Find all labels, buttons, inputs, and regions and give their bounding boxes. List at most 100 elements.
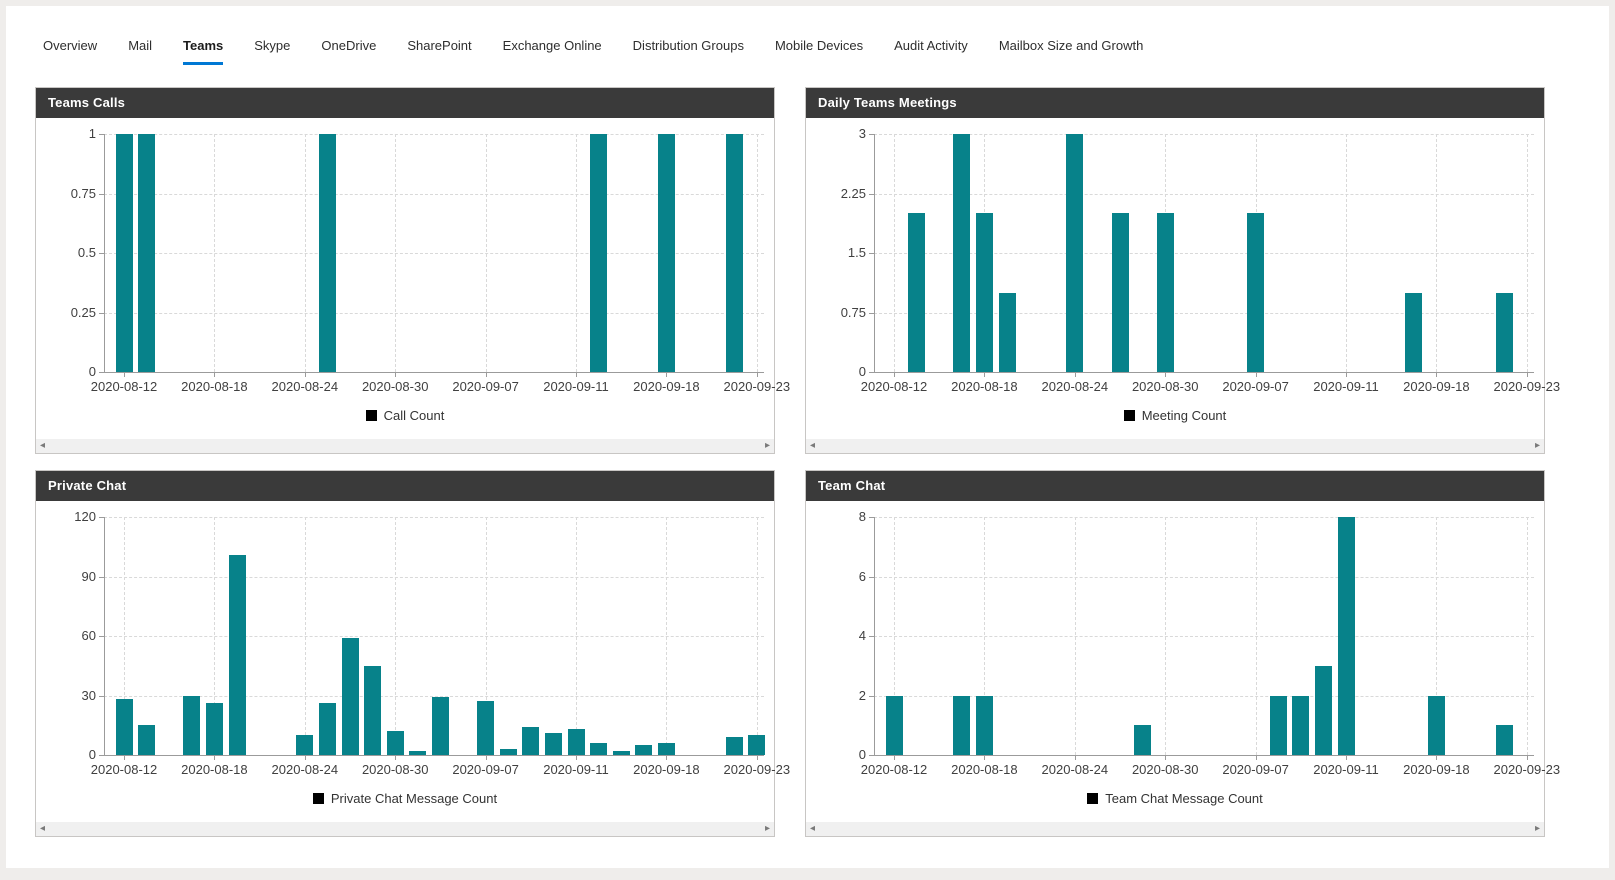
bar[interactable]: [725, 737, 743, 755]
legend-label: Call Count: [383, 408, 445, 423]
x-tick-label: 2020-08-24: [271, 762, 339, 777]
gridline-vertical: [395, 517, 397, 755]
bar[interactable]: [228, 554, 246, 755]
bar[interactable]: [138, 134, 156, 372]
bar[interactable]: [1495, 725, 1513, 755]
scroll-right-icon[interactable]: ▸: [1534, 440, 1540, 451]
y-tick-mark: [869, 695, 874, 697]
tab-mobile-devices[interactable]: Mobile Devices: [774, 38, 864, 53]
y-tick-label: 3: [858, 126, 866, 141]
bar[interactable]: [590, 134, 608, 372]
bar[interactable]: [590, 743, 608, 755]
gridline-vertical: [214, 517, 216, 755]
x-tick-label: 2020-08-30: [1131, 379, 1199, 394]
bar[interactable]: [885, 695, 903, 755]
bar[interactable]: [908, 213, 926, 372]
tab-sharepoint[interactable]: SharePoint: [407, 38, 472, 53]
bar[interactable]: [205, 703, 223, 755]
bar[interactable]: [431, 697, 449, 755]
bar[interactable]: [409, 751, 427, 755]
bar[interactable]: [318, 703, 336, 755]
legend-swatch: [312, 793, 324, 804]
bar[interactable]: [138, 725, 156, 755]
bar[interactable]: [1292, 695, 1310, 755]
y-tick-label: 4: [858, 628, 866, 643]
bar[interactable]: [1066, 134, 1084, 372]
tab-teams[interactable]: Teams: [183, 38, 224, 65]
bar[interactable]: [477, 701, 495, 755]
scroll-left-icon[interactable]: ◂: [810, 823, 816, 834]
x-tick-mark: [1346, 755, 1347, 760]
bar[interactable]: [1156, 213, 1174, 372]
x-tick-mark: [1346, 372, 1347, 377]
bar[interactable]: [1247, 213, 1265, 372]
scroll-left-icon[interactable]: ◂: [40, 823, 46, 834]
h-scrollbar[interactable]: ◂ ▸: [36, 439, 774, 453]
scroll-left-icon[interactable]: ◂: [40, 440, 46, 451]
tab-exchange-online[interactable]: Exchange Online: [502, 38, 602, 53]
gridline-vertical: [894, 517, 895, 755]
tab-distribution-groups[interactable]: Distribution Groups: [632, 38, 744, 53]
x-tick-label: 2020-08-18: [181, 379, 248, 394]
tab-audit-activity[interactable]: Audit Activity: [894, 38, 968, 53]
bar[interactable]: [544, 733, 562, 755]
bar[interactable]: [657, 134, 675, 372]
bar[interactable]: [748, 735, 766, 755]
x-tick-label: 2020-08-12: [860, 379, 928, 394]
bar[interactable]: [975, 213, 993, 372]
scroll-left-icon[interactable]: ◂: [810, 440, 816, 451]
bar[interactable]: [998, 292, 1016, 372]
x-tick-mark: [756, 372, 758, 377]
bar[interactable]: [341, 637, 359, 755]
bar[interactable]: [1427, 695, 1445, 755]
chart-panel-teams-calls: Teams Calls 0 0.25 0.5 0.75 1 2020-08-12 2020-…: [35, 87, 790, 454]
bar[interactable]: [635, 745, 653, 755]
gridline-vertical: [485, 134, 487, 372]
bar[interactable]: [657, 743, 675, 755]
x-tick-mark: [1074, 372, 1076, 377]
bar[interactable]: [1111, 213, 1129, 372]
legend-swatch: [365, 410, 377, 421]
bar[interactable]: [296, 735, 314, 755]
bar[interactable]: [364, 665, 382, 755]
gridline-horizontal: [874, 636, 1534, 637]
bar[interactable]: [975, 695, 993, 755]
h-scrollbar[interactable]: ◂ ▸: [36, 822, 774, 836]
scroll-right-icon[interactable]: ▸: [1534, 823, 1540, 834]
x-tick-label: 2020-09-07: [1222, 762, 1289, 777]
bar[interactable]: [953, 695, 971, 755]
tab-mail[interactable]: Mail: [128, 38, 153, 53]
bar[interactable]: [1337, 517, 1355, 755]
report-page: Overview Mail Teams Skype OneDrive SharePoint…: [6, 6, 1609, 868]
scroll-right-icon[interactable]: ▸: [764, 823, 770, 834]
bar[interactable]: [1405, 292, 1423, 372]
tab-skype[interactable]: Skype: [254, 38, 291, 53]
tab-bar: Overview Mail Teams Skype OneDrive SharePoint…: [6, 6, 1609, 65]
x-tick-mark: [1436, 755, 1438, 760]
bar[interactable]: [318, 134, 336, 372]
y-tick-mark: [869, 312, 874, 314]
y-tick-label: 120: [74, 509, 96, 524]
h-scrollbar[interactable]: ◂ ▸: [806, 822, 1544, 836]
bar[interactable]: [499, 749, 517, 755]
tab-mailbox-size-and-growth[interactable]: Mailbox Size and Growth: [998, 38, 1144, 53]
scroll-right-icon[interactable]: ▸: [764, 440, 770, 451]
bar[interactable]: [522, 727, 540, 755]
chart-title: Team Chat: [806, 471, 1544, 501]
tab-overview[interactable]: Overview: [43, 38, 98, 53]
bar[interactable]: [183, 695, 201, 755]
bar[interactable]: [1269, 695, 1287, 755]
bar[interactable]: [1314, 665, 1332, 755]
bar[interactable]: [1495, 292, 1513, 372]
tab-onedrive[interactable]: OneDrive: [321, 38, 377, 53]
bar[interactable]: [567, 729, 585, 755]
h-scrollbar[interactable]: ◂ ▸: [806, 439, 1544, 453]
bar[interactable]: [612, 751, 630, 755]
bar[interactable]: [386, 731, 404, 755]
bar[interactable]: [115, 699, 133, 755]
bar[interactable]: [953, 134, 971, 372]
bar[interactable]: [115, 134, 133, 372]
chart-legend: Private Chat Message Count: [36, 791, 774, 806]
bar[interactable]: [1134, 725, 1152, 755]
bar[interactable]: [725, 134, 743, 372]
